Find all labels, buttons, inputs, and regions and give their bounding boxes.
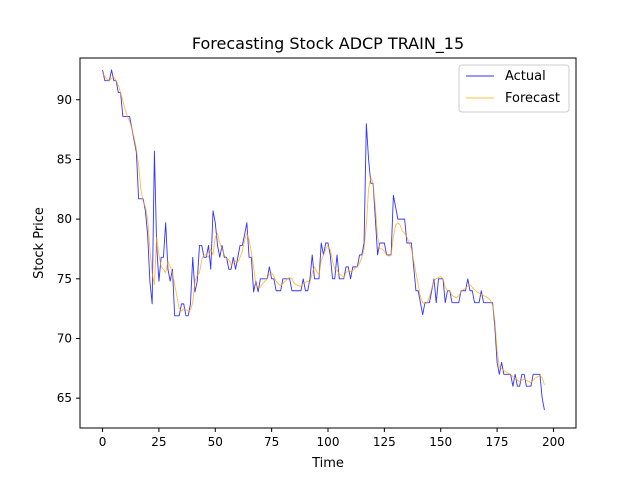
y-tick-label: 85 bbox=[57, 152, 72, 166]
x-tick-label: 125 bbox=[373, 435, 396, 449]
x-tick-label: 75 bbox=[264, 435, 279, 449]
x-tick-label: 0 bbox=[99, 435, 107, 449]
x-tick-label: 50 bbox=[208, 435, 223, 449]
x-tick-label: 25 bbox=[151, 435, 166, 449]
y-tick-label: 90 bbox=[57, 93, 72, 107]
legend-label-forecast: Forecast bbox=[505, 91, 560, 106]
series-line-forecast bbox=[102, 73, 545, 386]
legend: Actual Forecast bbox=[458, 64, 570, 113]
y-tick-label: 75 bbox=[57, 272, 72, 286]
y-tick-label: 70 bbox=[57, 331, 72, 345]
x-tick-label: 175 bbox=[486, 435, 509, 449]
y-tick-label: 65 bbox=[57, 391, 72, 405]
x-tick-label: 200 bbox=[542, 435, 565, 449]
chart-title: Forecasting Stock ADCP TRAIN_15 bbox=[192, 34, 464, 54]
x-tick-label: 150 bbox=[429, 435, 452, 449]
legend-label-actual: Actual bbox=[505, 69, 546, 84]
y-tick-label: 80 bbox=[57, 212, 72, 226]
legend-box bbox=[458, 64, 570, 113]
y-axis-title: Stock Price bbox=[32, 207, 47, 279]
x-tick-label: 100 bbox=[317, 435, 340, 449]
x-axis-title: Time bbox=[311, 456, 344, 471]
